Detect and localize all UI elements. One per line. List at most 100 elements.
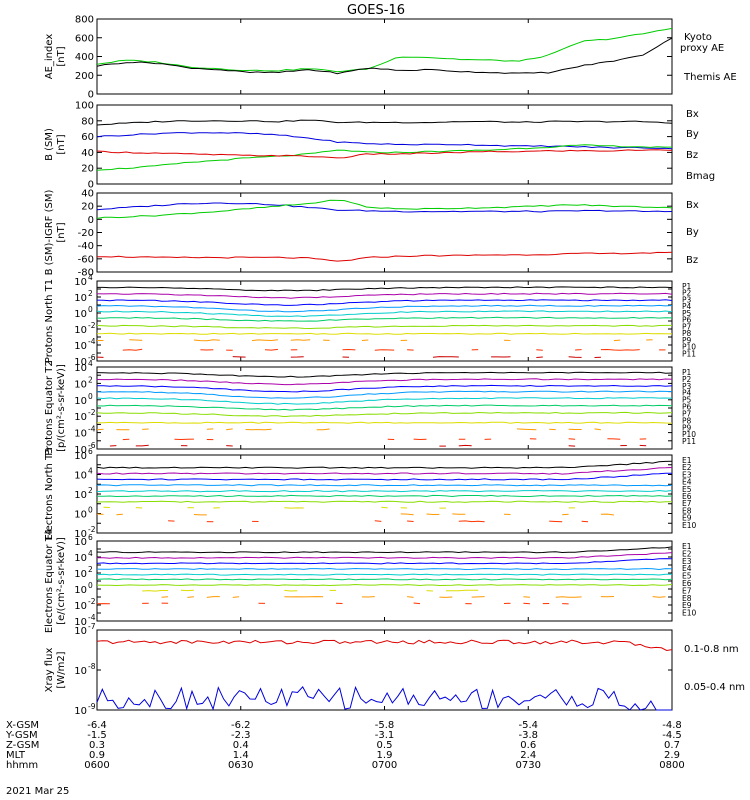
channel-line-p4	[96, 304, 673, 313]
y-axis-label: Protons Equator T2	[44, 360, 55, 456]
y-tick-exponent: 0	[88, 392, 93, 401]
y-tick-exponent: 2	[88, 565, 93, 574]
channel-line-p9	[613, 339, 621, 342]
legend-p10: P10	[682, 343, 696, 352]
channel-line-e9	[652, 596, 666, 598]
legend-p8: P8	[682, 416, 692, 425]
series-line-bx	[96, 132, 673, 150]
channel-line-p2	[96, 292, 673, 299]
x-axis-value: 0.3	[89, 740, 105, 751]
legend-p4: P4	[682, 302, 692, 311]
channel-line-p10	[568, 438, 576, 440]
y-tick-label: 20	[81, 202, 94, 213]
x-axis-value: -4.8	[662, 720, 682, 731]
legend-e1: E1	[682, 456, 692, 465]
channel-line-e8	[284, 589, 298, 592]
legend-e1: E1	[682, 542, 692, 551]
series-line-bz	[96, 149, 673, 159]
legend-p10: P10	[682, 430, 696, 439]
x-axis-value: -6.4	[87, 720, 107, 731]
legend-bx: Bx	[686, 200, 699, 211]
series-line-by	[96, 199, 673, 219]
legend-e10: E10	[682, 609, 697, 618]
y-tick-exponent: 2	[88, 486, 93, 495]
legend-p4: P4	[682, 389, 692, 398]
legend-p9: P9	[682, 423, 692, 432]
channel-line-e9	[555, 596, 582, 598]
legend-e5: E5	[682, 572, 692, 581]
y-tick-exponent: 4	[88, 359, 93, 368]
y-tick-label: -20	[78, 228, 94, 239]
x-axis-row-label: MLT	[6, 750, 26, 761]
legend-bz: Bz	[686, 255, 698, 266]
legend-p5: P5	[682, 396, 692, 405]
y-tick-label: 10	[74, 277, 87, 288]
channel-line-e6	[96, 578, 673, 581]
y-tick-exponent: -4	[88, 613, 96, 622]
y-tick-exponent: 6	[88, 533, 93, 542]
y-tick-label: 10	[74, 445, 87, 456]
y-tick-label: 40	[81, 189, 94, 200]
y-tick-exponent: 4	[88, 273, 93, 282]
legend-bx: Bx	[686, 109, 699, 120]
y-tick-label: 20	[81, 164, 94, 175]
y-tick-exponent: -6	[88, 441, 96, 450]
channel-line-e5	[96, 489, 673, 493]
y-tick-label: 10	[74, 363, 87, 374]
y-tick-label: 100	[75, 101, 94, 112]
y-tick-label: 10	[74, 529, 87, 540]
y-axis-unit: [W/m2]	[56, 651, 67, 688]
panel-frame	[96, 540, 673, 622]
legend-e2: E2	[682, 463, 692, 472]
y-tick-label: 10	[74, 325, 87, 336]
channel-line-e8	[445, 589, 479, 592]
channel-line-e9	[400, 513, 414, 516]
channel-line-p9	[594, 428, 601, 431]
y-axis-label-group: Xray flux [W/m2]	[44, 648, 67, 693]
x-axis-value: 0730	[516, 760, 541, 771]
channel-line-e2	[96, 467, 673, 475]
channel-line-e10	[458, 520, 485, 523]
y-tick-label: 10	[74, 490, 87, 501]
channel-line-p8	[96, 421, 673, 424]
legend-p7: P7	[682, 322, 692, 331]
channel-line-p5	[96, 310, 673, 318]
y-tick-label: 40	[81, 148, 94, 159]
y-tick-label: 10	[74, 617, 87, 628]
y-axis-label-group: Protons Equator T2 [p/(cm²-s-sr-keV)]	[44, 360, 67, 456]
legend-bz: Bz	[686, 150, 698, 161]
y-axis-unit: [nT]	[56, 46, 67, 66]
y-tick-label: 10	[74, 569, 87, 580]
x-axis-value: 0.6	[520, 740, 536, 751]
x-axis-value: 0800	[659, 760, 684, 771]
y-tick-label: 10	[74, 293, 87, 304]
y-tick-exponent: -2	[88, 408, 96, 417]
legend-p8: P8	[682, 329, 692, 338]
y-axis-label: Xray flux	[44, 648, 55, 693]
legend-e7: E7	[682, 586, 692, 595]
y-tick-label: 10	[74, 341, 87, 352]
channel-line-e8	[142, 590, 169, 592]
legend-bmag: Bmag	[686, 171, 715, 182]
series-line-themis-ae	[96, 37, 673, 75]
y-tick-label: 0	[88, 90, 94, 101]
channel-line-p6	[96, 316, 673, 322]
legend-kyoto: Kyoto	[684, 32, 712, 43]
legend-e6: E6	[682, 492, 692, 501]
channel-line-p11	[536, 356, 543, 358]
y-tick-label: 10	[74, 357, 87, 368]
legend-e4: E4	[682, 564, 692, 573]
x-axis-row-label: hhmm	[6, 760, 38, 771]
y-tick-label: 200	[75, 71, 94, 82]
series-line-0-05-0-4-nm	[96, 685, 672, 711]
channel-line-p9	[516, 428, 537, 431]
y-tick-label: 0	[88, 180, 94, 191]
y-tick-exponent: 4	[88, 467, 93, 476]
channel-line-e9	[407, 596, 414, 598]
channel-line-p5	[96, 397, 673, 405]
y-tick-label: 60	[81, 132, 94, 143]
channel-line-e3	[96, 472, 673, 481]
y-tick-label: 10	[74, 451, 87, 462]
